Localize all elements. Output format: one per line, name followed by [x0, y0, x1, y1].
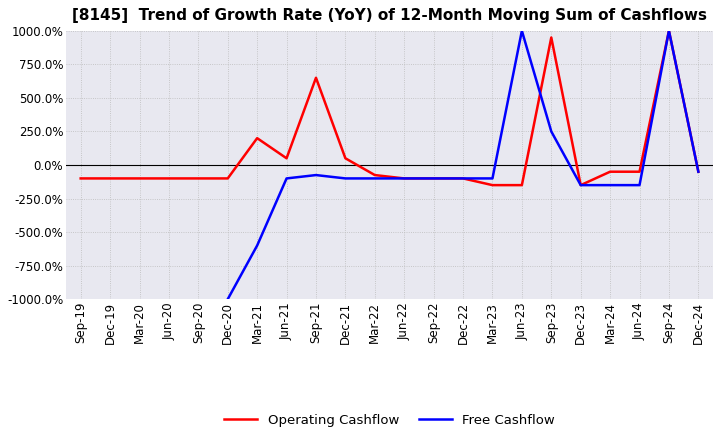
Free Cashflow [488, 176, 497, 181]
Free Cashflow [606, 183, 614, 188]
Free Cashflow [635, 183, 644, 188]
Operating Cashflow [488, 183, 497, 188]
Free Cashflow [577, 183, 585, 188]
Operating Cashflow [606, 169, 614, 174]
Free Cashflow [459, 176, 467, 181]
Operating Cashflow [459, 176, 467, 181]
Operating Cashflow [194, 176, 202, 181]
Operating Cashflow [341, 156, 350, 161]
Free Cashflow [665, 28, 673, 33]
Operating Cashflow [223, 176, 232, 181]
Free Cashflow [312, 172, 320, 178]
Free Cashflow [341, 176, 350, 181]
Free Cashflow [429, 176, 438, 181]
Line: Free Cashflow: Free Cashflow [228, 31, 698, 299]
Operating Cashflow [577, 183, 585, 188]
Free Cashflow [547, 129, 556, 134]
Free Cashflow [518, 28, 526, 33]
Operating Cashflow [694, 169, 703, 174]
Operating Cashflow [312, 75, 320, 81]
Operating Cashflow [253, 136, 261, 141]
Operating Cashflow [518, 183, 526, 188]
Operating Cashflow [282, 156, 291, 161]
Operating Cashflow [165, 176, 174, 181]
Operating Cashflow [76, 176, 85, 181]
Free Cashflow [282, 176, 291, 181]
Operating Cashflow [400, 176, 408, 181]
Legend: Operating Cashflow, Free Cashflow: Operating Cashflow, Free Cashflow [219, 409, 560, 432]
Free Cashflow [371, 176, 379, 181]
Line: Operating Cashflow: Operating Cashflow [81, 31, 698, 185]
Operating Cashflow [429, 176, 438, 181]
Operating Cashflow [135, 176, 144, 181]
Operating Cashflow [665, 28, 673, 33]
Free Cashflow [694, 169, 703, 174]
Free Cashflow [223, 297, 232, 302]
Title: [8145]  Trend of Growth Rate (YoY) of 12-Month Moving Sum of Cashflows: [8145] Trend of Growth Rate (YoY) of 12-… [72, 7, 707, 23]
Free Cashflow [400, 176, 408, 181]
Operating Cashflow [371, 172, 379, 178]
Free Cashflow [253, 243, 261, 248]
Operating Cashflow [547, 35, 556, 40]
Operating Cashflow [635, 169, 644, 174]
Operating Cashflow [106, 176, 114, 181]
